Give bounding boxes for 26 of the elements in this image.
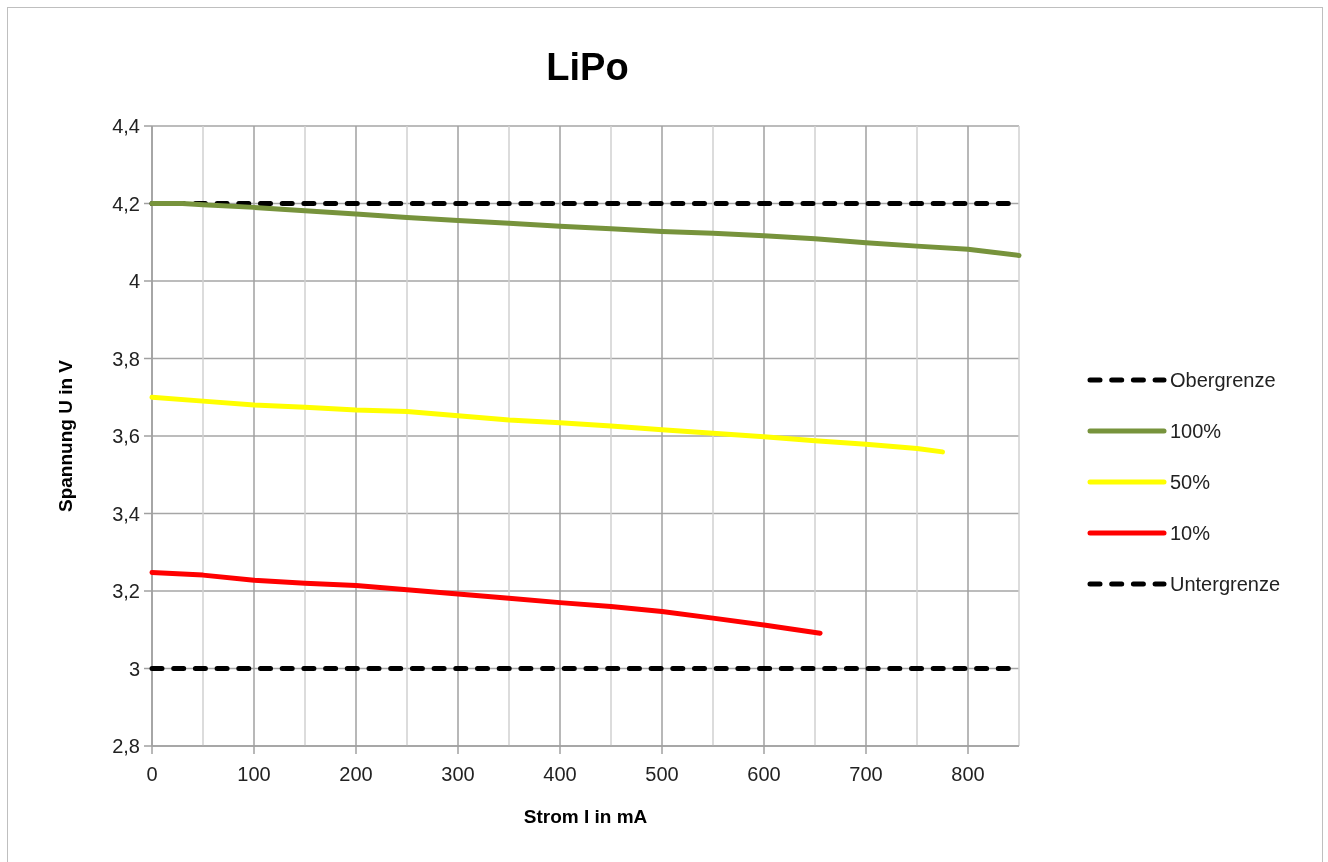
x-tick-label: 500 bbox=[645, 763, 679, 785]
x-tick-label: 800 bbox=[951, 763, 985, 785]
x-tick-label: 600 bbox=[747, 763, 781, 785]
y-tick-label: 3,4 bbox=[112, 502, 140, 525]
x-axis-title: Strom I in mA bbox=[523, 806, 648, 827]
y-tick-label: 3 bbox=[128, 657, 140, 680]
x-tick-label: 200 bbox=[339, 763, 373, 785]
legend-label: Untergrenze bbox=[1170, 573, 1281, 595]
legend-label: Obergrenze bbox=[1170, 369, 1276, 391]
legend-label: 10% bbox=[1170, 522, 1211, 544]
y-tick-label: 3,2 bbox=[112, 580, 140, 602]
y-tick-label: 2,8 bbox=[112, 735, 140, 757]
x-tick-label: 400 bbox=[543, 763, 577, 785]
x-tick-label: 300 bbox=[441, 763, 475, 785]
y-tick-label: 4 bbox=[128, 270, 140, 292]
y-tick-label: 4,4 bbox=[112, 115, 140, 137]
legend-label: 50% bbox=[1170, 471, 1211, 493]
x-tick-label: 0 bbox=[146, 763, 158, 785]
legend-label: 100% bbox=[1170, 420, 1222, 442]
x-tick-label: 700 bbox=[849, 763, 883, 785]
y-tick-label: 3,8 bbox=[112, 347, 140, 370]
x-tick-label: 100 bbox=[237, 763, 271, 785]
chart-title: LiPo bbox=[546, 46, 629, 88]
y-axis-title: Spannung U in V bbox=[55, 359, 76, 512]
y-tick-label: 3,6 bbox=[112, 425, 140, 447]
y-tick-label: 4,2 bbox=[112, 192, 140, 215]
